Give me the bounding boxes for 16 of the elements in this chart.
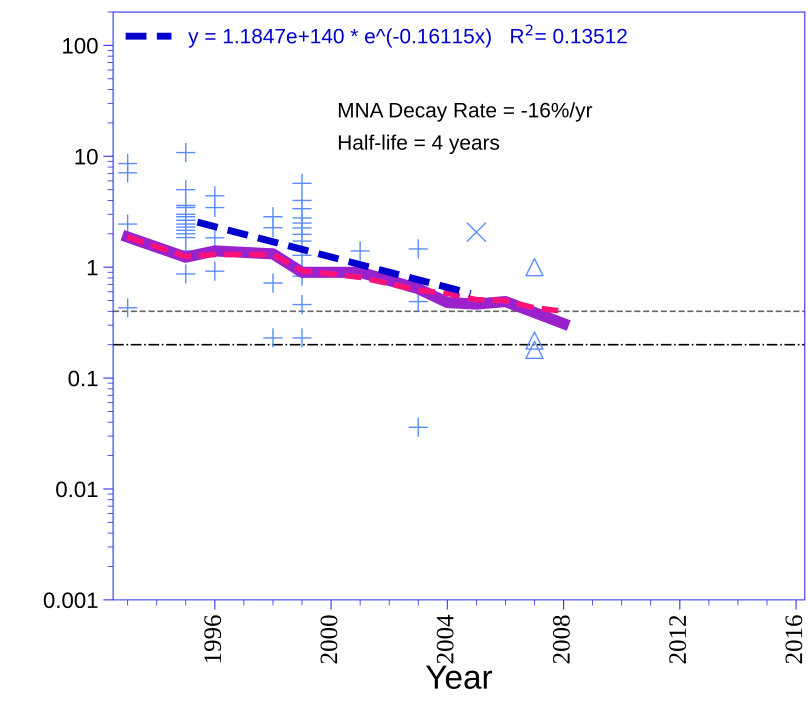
x-tick-label: 2000 [320,615,338,664]
y-tick-label: 0.1 [68,370,98,386]
x-axis-title: Year [426,666,492,689]
y-tick-label: 0.001 [44,592,98,608]
x-tick-label: 2016 [785,615,802,664]
y-tick-label: 100 [63,38,98,54]
x-tick-label: 2004 [436,614,454,664]
annotation: MNA Decay Rate = -16%/yr [338,102,592,122]
legend-label: y = 1.1847e+140 * e^(-0.16115x) R$^{2}$= 0.13512 [188,24,627,48]
x-tick-label: 2008 [552,615,570,664]
x-tick-label: 2012 [669,616,686,664]
x-tick-label: 1996 [204,615,222,662]
annotation: Half-life = 4 years [338,134,500,154]
y-tick-label: 10 [76,148,98,165]
y-tick-label: 1 [88,260,98,276]
y-tick-label: 0.01 [56,482,98,498]
